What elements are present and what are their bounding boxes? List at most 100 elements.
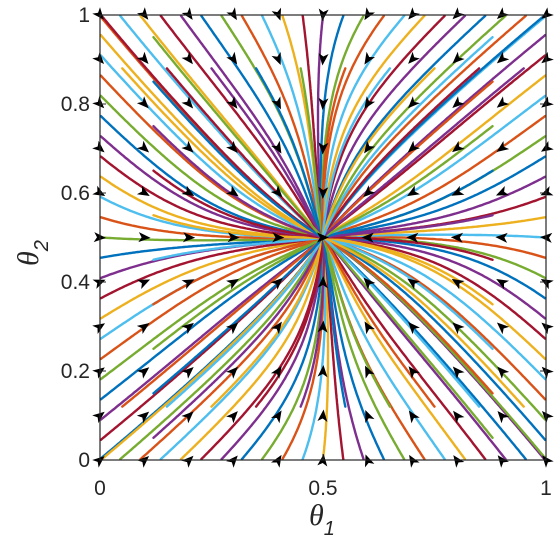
vector-arrow xyxy=(407,185,420,197)
vector-arrow xyxy=(408,410,420,424)
streamline xyxy=(321,236,547,441)
vector-arrow xyxy=(226,51,238,65)
vector-arrow xyxy=(136,455,150,468)
streamline xyxy=(321,36,494,239)
streamline xyxy=(152,214,325,239)
vector-arrow xyxy=(270,185,283,198)
vector-arrow xyxy=(541,51,554,64)
vector-arrow xyxy=(271,454,282,468)
x-tick-label: 0.5 xyxy=(308,477,337,500)
vector-arrow xyxy=(363,277,376,290)
streamline xyxy=(152,236,325,261)
streamline xyxy=(152,169,325,239)
vector-arrow xyxy=(408,7,420,20)
vector-arrow xyxy=(271,7,282,21)
streamline xyxy=(321,67,481,239)
vector-arrow xyxy=(181,140,194,153)
streamline xyxy=(321,14,527,239)
vector-arrow xyxy=(270,410,282,424)
streamline xyxy=(321,236,547,381)
y-tick-label: 1 xyxy=(78,4,90,27)
y-tick-label: 0.8 xyxy=(61,93,90,116)
vector-arrow xyxy=(226,278,239,290)
vector-arrow xyxy=(452,51,465,64)
vector-arrow xyxy=(318,186,329,199)
vector-arrow xyxy=(364,96,376,110)
vector-arrow xyxy=(137,279,151,290)
vector-arrow xyxy=(181,455,194,468)
vector-arrow xyxy=(317,232,329,243)
vector-arrow xyxy=(136,411,150,424)
vector-arrow xyxy=(406,232,419,243)
vector-arrow xyxy=(452,7,465,20)
vector-arrow xyxy=(181,411,194,424)
vector-arrow xyxy=(227,232,240,243)
streamline xyxy=(165,67,325,239)
vector-arrow xyxy=(226,185,239,197)
vector-arrow xyxy=(181,367,194,379)
streamlines xyxy=(98,13,548,462)
y-axis-ticks: 0 0.2 0.4 0.6 0.8 1 xyxy=(61,4,546,472)
x-axis-ticks: 0 0.5 1 xyxy=(94,15,552,500)
vector-arrow xyxy=(453,410,465,424)
vector-arrow xyxy=(136,51,149,65)
vector-arrow xyxy=(271,52,281,66)
y-axis-label-symbol: θ xyxy=(12,251,45,266)
streamline xyxy=(321,236,436,408)
vector-arrow xyxy=(408,51,420,64)
streamline xyxy=(321,67,525,239)
vector-arrow xyxy=(136,96,149,109)
vector-arrow xyxy=(452,96,465,108)
streamline xyxy=(321,236,507,461)
vector-arrow xyxy=(495,232,508,243)
streamline xyxy=(321,236,547,340)
x-axis-label: θ1 xyxy=(309,499,335,540)
streamline xyxy=(139,14,325,239)
streamline xyxy=(159,14,325,239)
x-axis-label-subscript: 1 xyxy=(324,518,335,540)
vector-arrow xyxy=(225,322,239,335)
vector-arrow xyxy=(450,232,464,243)
vector-arrow xyxy=(452,140,465,153)
streamline xyxy=(321,125,494,239)
streamline xyxy=(321,14,406,239)
streamline xyxy=(321,54,547,239)
vector-arrow xyxy=(408,366,420,379)
streamline xyxy=(152,236,325,395)
y-tick-label: 0.2 xyxy=(61,360,90,383)
vector-arrow xyxy=(138,232,151,243)
streamline xyxy=(299,236,325,408)
vector-arrow xyxy=(365,365,375,379)
streamline xyxy=(261,14,325,239)
vector-arrow xyxy=(92,456,105,468)
streamline xyxy=(99,236,325,300)
vector-arrow xyxy=(364,51,376,65)
streamline xyxy=(99,13,325,239)
vector-arrow xyxy=(363,185,376,198)
vector-arrow xyxy=(270,321,282,335)
streamline xyxy=(152,236,325,350)
vector-arrow xyxy=(270,365,282,379)
vector-arrow xyxy=(181,279,195,290)
vector-arrow xyxy=(226,411,238,424)
streamline xyxy=(321,169,494,239)
vector-arrow xyxy=(317,320,328,333)
streamline xyxy=(321,80,494,239)
streamline xyxy=(254,236,325,408)
streamline xyxy=(99,94,325,239)
streamline xyxy=(240,14,325,239)
vector-arrow xyxy=(409,454,420,468)
vector-arrow xyxy=(451,185,465,196)
vector-arrow xyxy=(181,322,194,335)
vector-arrow xyxy=(92,51,105,64)
streamline xyxy=(321,236,547,421)
streamline xyxy=(99,135,325,239)
streamline xyxy=(152,36,325,239)
vector-arrow xyxy=(92,323,106,334)
streamline xyxy=(99,54,325,239)
y-axis-label: θ2 xyxy=(12,240,53,266)
x-axis-label-symbol: θ xyxy=(309,499,324,532)
streamline xyxy=(152,236,325,306)
streamline xyxy=(321,175,547,239)
streamline xyxy=(321,236,481,408)
